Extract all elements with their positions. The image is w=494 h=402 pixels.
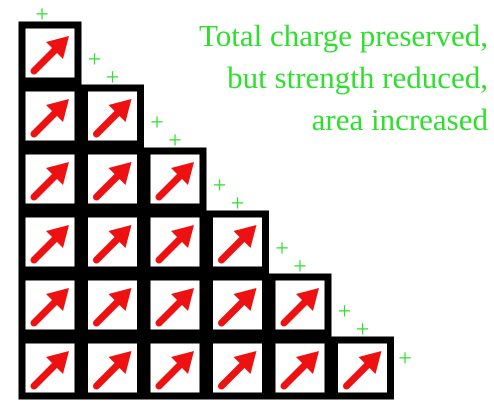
caption-line: area increased xyxy=(312,102,489,137)
plus-sign: + xyxy=(398,346,412,372)
plus-sign: + xyxy=(88,47,102,73)
plus-sign: + xyxy=(338,299,352,325)
caption-line: but strength reduced, xyxy=(227,60,488,95)
plus-sign: + xyxy=(213,173,227,199)
caption-line: Total charge preserved, xyxy=(199,18,488,53)
plus-sign: + xyxy=(150,110,164,136)
plus-sign: + xyxy=(275,236,289,262)
